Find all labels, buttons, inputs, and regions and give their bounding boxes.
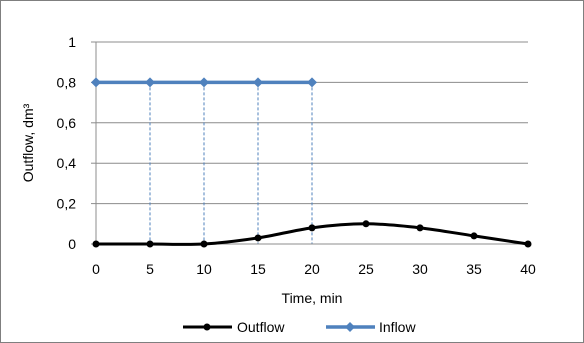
legend-inflow-label: Inflow [379, 319, 416, 335]
legend-item-inflow: Inflow [326, 319, 416, 335]
outflow-point [308, 224, 316, 232]
outflow-point [92, 240, 100, 248]
y-tick-label: 0,2 [57, 196, 77, 212]
y-tick-label: 1 [68, 34, 76, 50]
x-tick-label: 10 [196, 261, 212, 277]
legend-outflow-label: Outflow [237, 319, 285, 335]
y-tick-label: 0 [68, 236, 76, 252]
legend: Outflow Inflow [183, 319, 416, 335]
outflow-point [524, 240, 532, 248]
outflow-point [416, 224, 424, 232]
outflow-point [146, 240, 154, 248]
outflow-point [362, 220, 370, 228]
inflow-point [199, 77, 209, 88]
inflow-point [253, 77, 263, 88]
x-tick-label: 40 [520, 261, 536, 277]
y-tick-label: 0,6 [57, 115, 77, 131]
legend-inflow-marker [345, 322, 355, 332]
inflow-point [307, 77, 317, 88]
x-tick-label: 15 [250, 261, 266, 277]
x-tick-label: 35 [466, 261, 482, 277]
series-layer [91, 77, 532, 248]
x-tick-label: 0 [92, 261, 100, 277]
y-tick-label: 0,4 [57, 155, 77, 171]
y-tick-labels: 0 0,2 0,4 0,6 0,8 1 [57, 34, 77, 252]
y-axis-label: Outflow, dm³ [20, 103, 36, 182]
x-tick-label: 20 [304, 261, 320, 277]
x-tick-label: 30 [412, 261, 428, 277]
y-tick-label: 0,8 [57, 74, 77, 90]
outflow-point [470, 232, 478, 240]
legend-outflow-marker [203, 323, 211, 331]
x-tick-label: 25 [358, 261, 374, 277]
inflow-point [91, 77, 101, 88]
outflow-point [200, 240, 208, 248]
inflow-point [145, 77, 155, 88]
x-tick-labels: 0 5 10 15 20 25 30 35 40 [92, 261, 536, 277]
x-tick-label: 5 [146, 261, 154, 277]
gridlines [91, 41, 528, 245]
legend-item-outflow: Outflow [183, 319, 285, 335]
outflow-point [254, 234, 262, 242]
x-axis-label: Time, min [282, 290, 343, 306]
